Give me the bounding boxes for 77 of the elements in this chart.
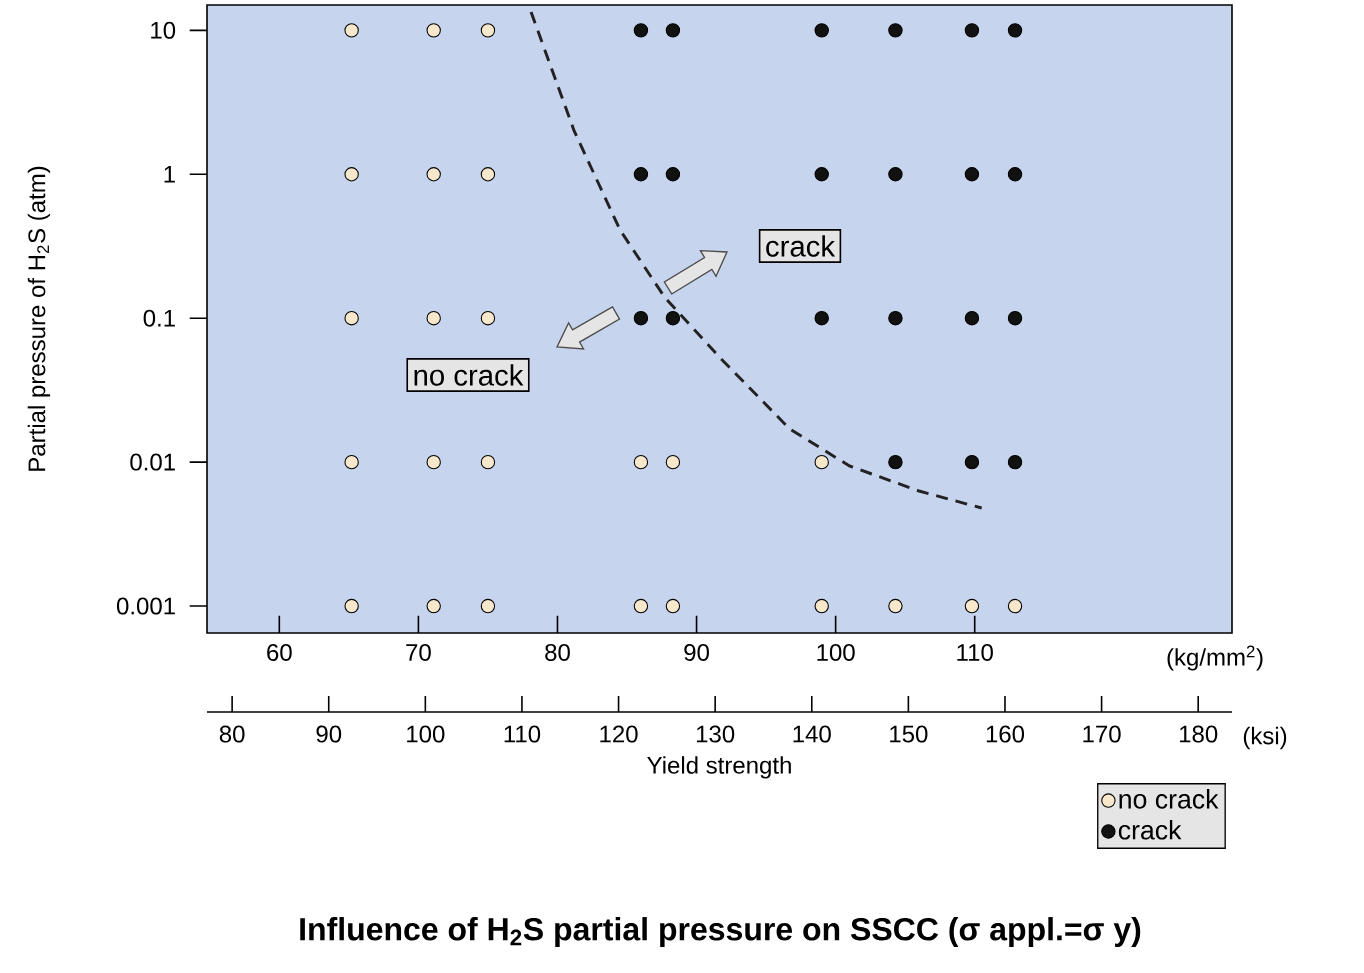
point — [426, 23, 441, 38]
x2-tick-label: 100 — [407, 725, 445, 743]
point — [814, 167, 829, 182]
x2-tick-label: 130 — [696, 725, 735, 743]
point — [888, 454, 903, 470]
x2-tick-label: 80 — [219, 725, 245, 743]
point — [633, 310, 649, 326]
point — [480, 167, 496, 182]
point — [888, 310, 903, 326]
y-tick-label: 10 — [151, 21, 176, 39]
point — [1007, 598, 1023, 614]
point — [814, 23, 829, 38]
text: Influence of H$_{2}$S partial pressure on SSCC (σ appl.=σ y) — [300, 917, 1141, 947]
legend-label: no crack — [1119, 789, 1219, 809]
point — [665, 167, 681, 182]
point — [1007, 167, 1023, 182]
point — [888, 167, 903, 182]
x-tick-label: 80 — [545, 643, 570, 661]
line-series — [529, 10, 984, 510]
point — [426, 454, 441, 470]
point — [964, 598, 980, 614]
x-tick-label: 60 — [267, 643, 292, 661]
y-tick-label: 1 — [164, 166, 175, 183]
point — [480, 23, 496, 38]
point — [888, 598, 903, 614]
y-axis-title: Partial pressure of H$_{2}$S (atm) — [27, 166, 51, 471]
annotation: crack — [766, 235, 836, 257]
point — [814, 598, 829, 614]
x2-tick-label: 140 — [793, 725, 831, 743]
x-tick-label: 100 — [817, 643, 855, 661]
x2-tick-label: 170 — [1083, 725, 1121, 743]
point — [344, 310, 359, 326]
point — [964, 454, 980, 470]
point — [964, 167, 980, 182]
point — [665, 598, 681, 614]
point — [344, 167, 359, 182]
point — [633, 598, 649, 614]
point — [426, 167, 441, 182]
point — [665, 454, 681, 470]
point — [814, 310, 829, 326]
point — [344, 23, 359, 38]
x2-tick-label: 120 — [600, 725, 638, 743]
point — [633, 23, 649, 38]
point — [964, 23, 980, 38]
point — [426, 310, 441, 326]
text: (kg/mm$^{2}$) — [1167, 645, 1263, 671]
point — [665, 23, 681, 38]
x2-tick-label: 110 — [504, 725, 541, 743]
point — [480, 454, 496, 470]
point — [480, 598, 496, 614]
x-tick-label: 70 — [406, 643, 431, 661]
point — [814, 454, 829, 470]
y-tick-label: 0.01 — [130, 453, 175, 471]
annotation: no crack — [414, 364, 524, 386]
point — [426, 598, 441, 614]
x2-tick-label: 150 — [890, 725, 928, 743]
point — [888, 23, 903, 38]
point — [344, 454, 359, 470]
y-tick-label: 0.001 — [116, 597, 175, 615]
x-tick-label: 90 — [684, 643, 709, 661]
point — [1007, 23, 1023, 38]
point — [633, 454, 649, 470]
x-tick-label: 110 — [957, 643, 993, 661]
point — [1007, 454, 1023, 470]
text: (ksi) — [1243, 726, 1287, 750]
point — [1007, 310, 1023, 326]
point — [344, 598, 359, 614]
point — [480, 310, 496, 326]
point — [964, 310, 980, 326]
y-tick-label: 0.1 — [143, 309, 175, 327]
x2-tick-label: 180 — [1179, 725, 1218, 743]
x2-tick-label: 160 — [986, 725, 1025, 743]
point — [633, 167, 649, 182]
point — [665, 310, 681, 326]
x2-tick-label: 90 — [316, 725, 342, 743]
x-axis-title: Yield strength — [647, 756, 791, 779]
legend-label: crack — [1118, 820, 1182, 840]
